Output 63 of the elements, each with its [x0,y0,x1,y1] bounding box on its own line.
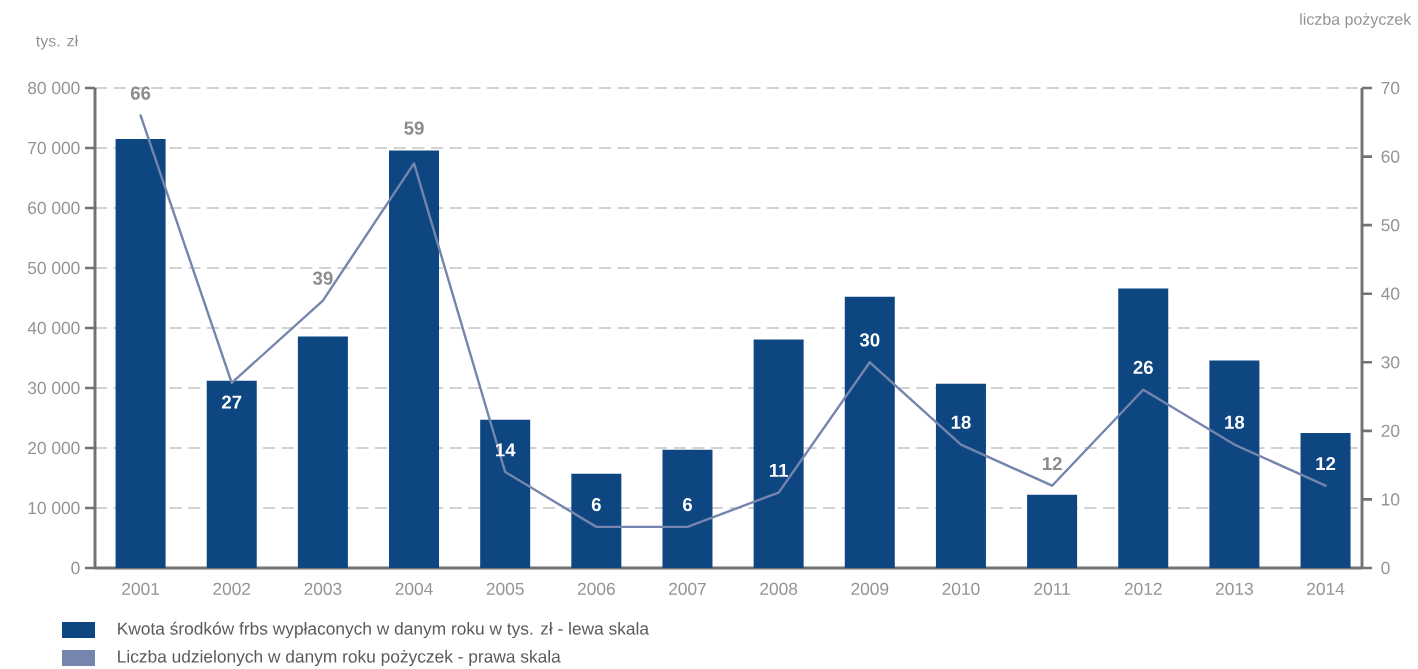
bar [389,150,440,568]
bar [753,339,804,568]
x-tick-label: 2011 [1034,582,1070,595]
y-tick-label: 60 000 [28,201,80,215]
bar [1118,288,1169,568]
y2-tick-label: 50 [1381,219,1400,232]
y2-tick-label: 30 [1381,356,1400,369]
y-tick-label: 40 000 [27,321,80,335]
data-label: 14 [495,443,516,457]
y-axis-title: tys. zł [36,34,79,50]
y2-tick-label: 60 [1381,150,1400,163]
x-tick-label: 2002 [213,582,251,595]
bar [480,419,531,568]
y2-tick-label: 0 [1381,561,1390,575]
x-tick-label: 2005 [486,582,524,595]
y-tick-label: 0 [71,561,80,575]
data-label: 30 [859,333,880,347]
x-tick-label: 2009 [851,582,889,595]
x-tick-label: 2006 [577,582,615,595]
bar [206,380,257,568]
bar [1027,494,1078,568]
bar [297,336,348,568]
data-label: 6 [682,497,692,512]
y-tick-label: 20 000 [28,441,80,455]
y-tick-label: 30 000 [27,381,80,395]
x-tick-label: 2014 [1307,582,1345,595]
x-tick-label: 2007 [669,582,706,595]
y2-axis-title: liczba pożyczek [1300,13,1412,29]
x-tick-label: 2013 [1216,582,1253,595]
x-tick-label: 2012 [1124,582,1162,595]
bar [1300,433,1351,568]
data-label: 18 [1225,415,1245,429]
data-label: 6 [591,497,601,512]
y-tick-label: 70 000 [28,141,80,155]
bar [662,449,713,568]
y2-tick-label: 10 [1382,493,1400,506]
y-tick-label: 10 000 [28,501,80,515]
x-tick-label: 2001 [122,582,160,595]
bar [935,383,986,568]
y-tick-label: 50 000 [27,261,80,275]
bar [571,473,622,568]
data-label: 18 [951,415,971,429]
x-tick-label: 2010 [942,582,980,595]
x-tick-label: 2008 [760,582,798,595]
data-label: 66 [130,86,151,100]
bar [115,139,166,568]
data-label: 12 [1042,456,1062,470]
data-label: 12 [1316,456,1336,470]
data-label: 59 [404,121,424,135]
legend-label: Liczba udzielonych w danym roku pożyczek - prawa skala [118,649,561,667]
data-label: 27 [222,395,242,409]
data-label: 11 [769,464,788,477]
x-tick-label: 2004 [395,582,433,595]
y2-tick-label: 20 [1381,424,1400,437]
x-tick-label: 2003 [304,582,342,595]
data-label: 26 [1133,360,1153,375]
y-tick-label: 80 000 [28,81,80,95]
y2-tick-label: 40 [1381,287,1400,300]
legend-label: Kwota środków frbs wypłaconych w danym roku w tys. zł - lewa skala [118,621,650,639]
bar [1209,360,1260,568]
y2-tick-label: 70 [1381,81,1400,95]
data-label: 39 [312,271,333,285]
bar [844,296,895,568]
